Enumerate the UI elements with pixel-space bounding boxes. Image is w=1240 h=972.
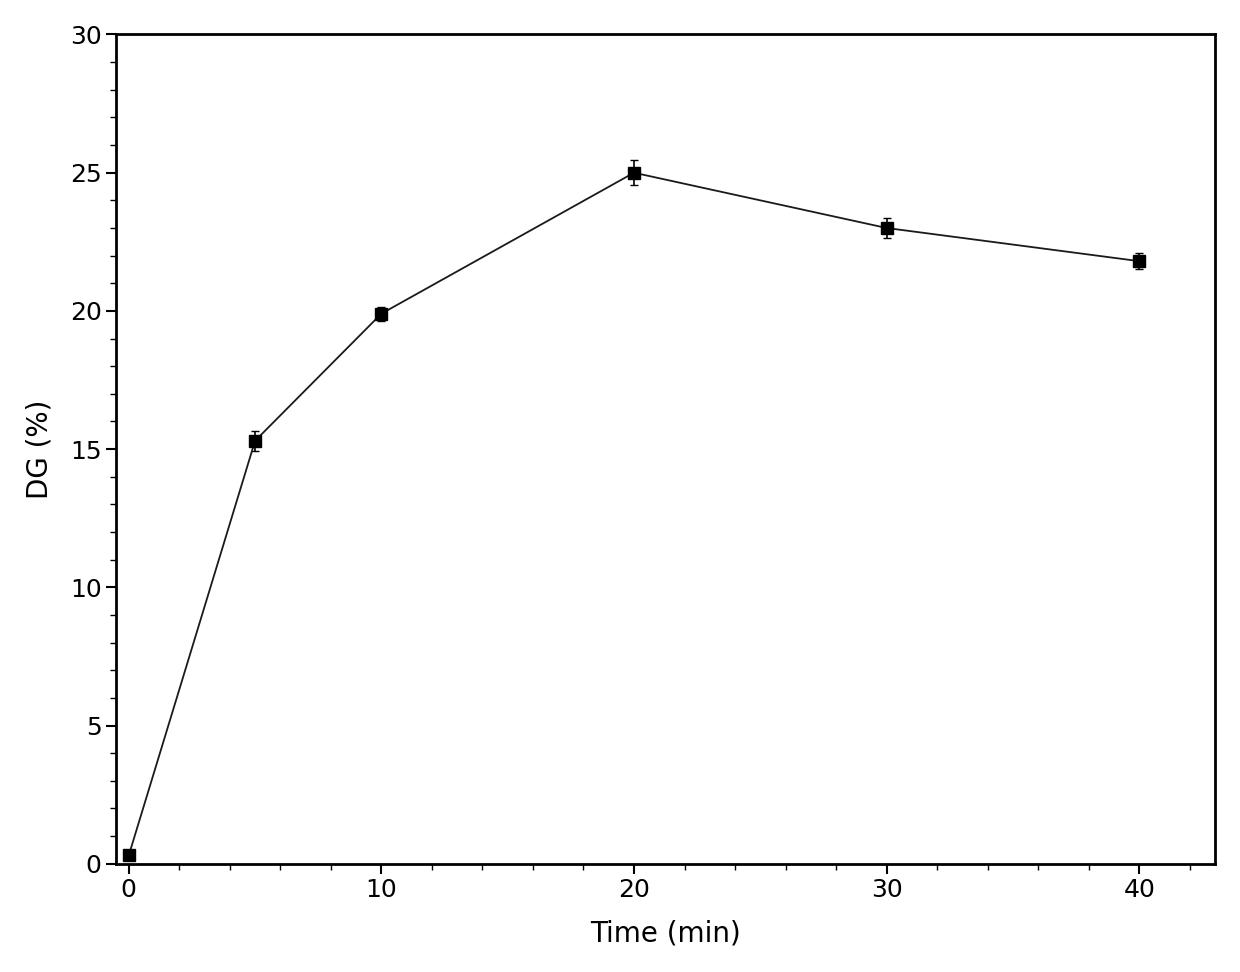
Y-axis label: DG (%): DG (%) xyxy=(25,399,53,499)
X-axis label: Time (min): Time (min) xyxy=(590,919,742,947)
